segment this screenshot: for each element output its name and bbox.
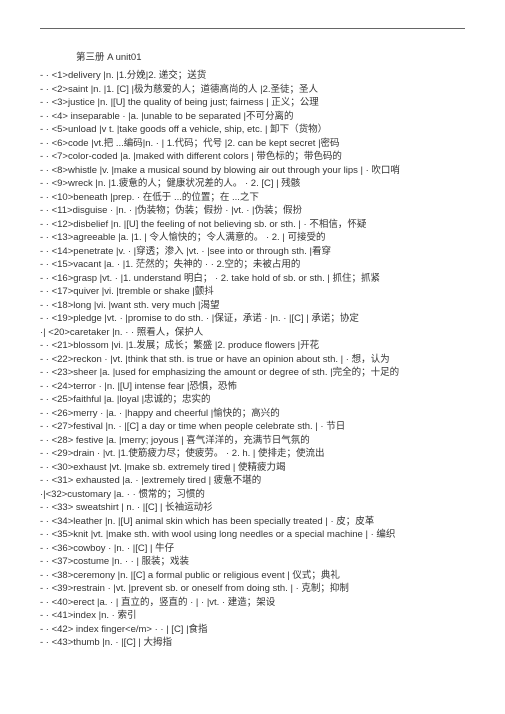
vocab-row: - · <23>sheer |a. |used for emphasizing … (40, 366, 465, 380)
row-text: - · <29>drain · |vt. |1.使筋疲力尽；使疲劳。 · 2. … (40, 448, 325, 459)
row-text: ·| <20>caretaker |n. · · 照看人，保护人 (40, 327, 203, 338)
vocab-row: ★·|<32>customary |a. · · 惯常的；习惯的 (40, 488, 465, 502)
row-text: - · <19>pledge |vt. · |promise to do sth… (40, 313, 359, 324)
vocab-row: - · <13>agreeable |a. |1. | 令人愉快的；令人满意的。… (40, 231, 465, 245)
vocab-row: - · <11>disguise · |n. · |伪装物；伪装；假扮 · |v… (40, 204, 465, 218)
vocab-row: - · <27>festival |n. · |[C] a day or tim… (40, 420, 465, 434)
row-text: - · <33> sweatshirt | n. · |[C] | 长袖运动衫 (40, 502, 213, 513)
row-text: - · <8>whistle |v. |make a musical sound… (40, 165, 400, 176)
document-page: 第三册 A unit01 - · <1>delivery |n. |1.分娩|2… (0, 0, 505, 714)
vocab-row: - · <9>wreck |n. |1.疲惫的人；健康状况差的人。 · 2. [… (40, 177, 465, 191)
row-text: - · <18>long |vi. |want sth. very much |… (40, 300, 220, 311)
vocab-row: - · <41>index |n. · 索引 (40, 609, 465, 623)
vocab-row: - · <42> index finger<e/m> · · | [C] |食指 (40, 623, 465, 637)
row-text: - · <21>blossom |vi. |1.发展；成长；繁盛 |2. pro… (40, 340, 319, 351)
vocab-row: - · <3>justice |n. |[U] the quality of b… (40, 96, 465, 110)
vocab-row: - · <34>leather |n. |[U] animal skin whi… (40, 515, 465, 529)
row-text: - · <3>justice |n. |[U] the quality of b… (40, 97, 319, 108)
vocab-row: - · <25>faithful |a. |loyal |忠诚的；忠实的 (40, 393, 465, 407)
row-text: - · <22>reckon · |vt. |think that sth. i… (40, 354, 390, 365)
vocab-row: - · <10>beneath |prep. · 在低于 ...的位置；在 ..… (40, 191, 465, 205)
row-text: - · <30>exhaust |vt. |make sb. extremely… (40, 462, 286, 473)
row-text: - · <43>thumb |n. · |[C] | 大拇指 (40, 637, 172, 648)
row-text: - · <31> exhausted |a. · |extremely tire… (40, 475, 261, 486)
vocab-row: - · <22>reckon · |vt. |think that sth. i… (40, 353, 465, 367)
row-text: - · <1>delivery |n. |1.分娩|2. 递交；送货 (40, 70, 206, 81)
vocab-row: - · <8>whistle |v. |make a musical sound… (40, 164, 465, 178)
vocab-row: - · <39>restrain · |vt. |prevent sb. or … (40, 582, 465, 596)
row-text: - · <9>wreck |n. |1.疲惫的人；健康状况差的人。 · 2. [… (40, 178, 300, 189)
vocab-row: - · <5>unload |v t. |take goods off a ve… (40, 123, 465, 137)
vocab-row: ▲·| <20>caretaker |n. · · 照看人，保护人 (40, 326, 465, 340)
vocabulary-list: - · <1>delivery |n. |1.分娩|2. 递交；送货 - · <2… (40, 69, 465, 650)
vocab-row: - · <31> exhausted |a. · |extremely tire… (40, 474, 465, 488)
row-text: - · <25>faithful |a. |loyal |忠诚的；忠实的 (40, 394, 211, 405)
vocab-row: - · <15>vacant |a. · |1. 茫然的；失神的 · · 2.空… (40, 258, 465, 272)
row-text: - · <26>merry · |a. · |happy and cheerfu… (40, 408, 280, 419)
vocab-row: - · <7>color-coded |a. |maked with diffe… (40, 150, 465, 164)
vocab-row: - · <38>ceremony |n. |[C] a formal publi… (40, 569, 465, 583)
vocab-row: - · <37>costume |n. · · | 服装；戏装 (40, 555, 465, 569)
vocab-row: - · <12>disbelief |n. |[U] the feeling o… (40, 218, 465, 232)
row-text: - · <40>erect |a. · | 直立的，竖直的 · | · |vt.… (40, 597, 275, 608)
vocab-row: - · <19>pledge |vt. · |promise to do sth… (40, 312, 465, 326)
row-text: - · <2>saint |n. |1. [C] |极为慈爱的人；道德高尚的人 … (40, 84, 318, 95)
row-text: - · <42> index finger<e/m> · · | [C] |食指 (40, 624, 208, 635)
row-text: - · <14>penetrate |v. · |穿透；渗入 |vt. · |s… (40, 246, 331, 257)
vocab-row: - · <24>terror · |n. |[U] intense fear |… (40, 380, 465, 394)
vocab-row: - · <4> inseparable · |a. |unable to be … (40, 110, 465, 124)
vocab-row: - · <2>saint |n. |1. [C] |极为慈爱的人；道德高尚的人 … (40, 83, 465, 97)
row-text: - · <23>sheer |a. |used for emphasizing … (40, 367, 399, 378)
vocab-row: - · <36>cowboy · |n. · |[C] | 牛仔 (40, 542, 465, 556)
row-text: - · <35>knit |vt. |make sth. with wool u… (40, 529, 395, 540)
vocab-row: - · <16>grasp |vt. · |1. understand 明白； … (40, 272, 465, 286)
row-text: - · <28> festive |a. |merry; joyous | 喜气… (40, 435, 310, 446)
row-text: - · <39>restrain · |vt. |prevent sb. or … (40, 583, 349, 594)
row-text: - · <27>festival |n. · |[C] a day or tim… (40, 421, 345, 432)
row-text: - · <17>quiver |vi. |tremble or shake |颤… (40, 286, 214, 297)
vocab-row: - · <18>long |vi. |want sth. very much |… (40, 299, 465, 313)
row-text: - · <37>costume |n. · · | 服装；戏装 (40, 556, 189, 567)
row-text: - · <5>unload |v t. |take goods off a ve… (40, 124, 327, 135)
row-text: - · <6>code |vt.把 ...编码|n. · | 1.代码；代号 |… (40, 138, 340, 149)
row-text: - · <10>beneath |prep. · 在低于 ...的位置；在 ..… (40, 192, 259, 203)
vocab-row: - · <1>delivery |n. |1.分娩|2. 递交；送货 (40, 69, 465, 83)
vocab-row: - · <33> sweatshirt | n. · |[C] | 长袖运动衫 (40, 501, 465, 515)
vocab-row: - · <6>code |vt.把 ...编码|n. · | 1.代码；代号 |… (40, 137, 465, 151)
row-text: - · <34>leather |n. |[U] animal skin whi… (40, 516, 374, 527)
vocab-row: - · <35>knit |vt. |make sth. with wool u… (40, 528, 465, 542)
row-text: - · <13>agreeable |a. |1. | 令人愉快的；令人满意的。… (40, 232, 325, 243)
row-text: ·|<32>customary |a. · · 惯常的；习惯的 (40, 489, 205, 500)
vocab-row: - · <30>exhaust |vt. |make sb. extremely… (40, 461, 465, 475)
row-text: - · <36>cowboy · |n. · |[C] | 牛仔 (40, 543, 174, 554)
vocab-row: - · <28> festive |a. |merry; joyous | 喜气… (40, 434, 465, 448)
vocab-row: - · <29>drain · |vt. |1.使筋疲力尽；使疲劳。 · 2. … (40, 447, 465, 461)
vocab-row: - · <43>thumb |n. · |[C] | 大拇指 (40, 636, 465, 650)
vocab-row: - · <17>quiver |vi. |tremble or shake |颤… (40, 285, 465, 299)
top-border (40, 28, 465, 29)
vocab-row: - · <26>merry · |a. · |happy and cheerfu… (40, 407, 465, 421)
row-text: - · <7>color-coded |a. |maked with diffe… (40, 151, 342, 162)
row-text: - · <16>grasp |vt. · |1. understand 明白； … (40, 273, 380, 284)
book-header: 第三册 A unit01 (40, 49, 465, 63)
vocab-row: - · <21>blossom |vi. |1.发展；成长；繁盛 |2. pro… (40, 339, 465, 353)
vocab-row: - · <14>penetrate |v. · |穿透；渗入 |vt. · |s… (40, 245, 465, 259)
row-text: - · <4> inseparable · |a. |unable to be … (40, 111, 293, 122)
row-text: - · <15>vacant |a. · |1. 茫然的；失神的 · · 2.空… (40, 259, 300, 270)
row-text: - · <12>disbelief |n. |[U] the feeling o… (40, 219, 366, 230)
row-text: - · <41>index |n. · 索引 (40, 610, 136, 621)
row-text: - · <24>terror · |n. |[U] intense fear |… (40, 381, 237, 392)
row-text: - · <38>ceremony |n. |[C] a formal publi… (40, 570, 340, 581)
row-text: - · <11>disguise · |n. · |伪装物；伪装；假扮 · |v… (40, 205, 302, 216)
vocab-row: - · <40>erect |a. · | 直立的，竖直的 · | · |vt.… (40, 596, 465, 610)
